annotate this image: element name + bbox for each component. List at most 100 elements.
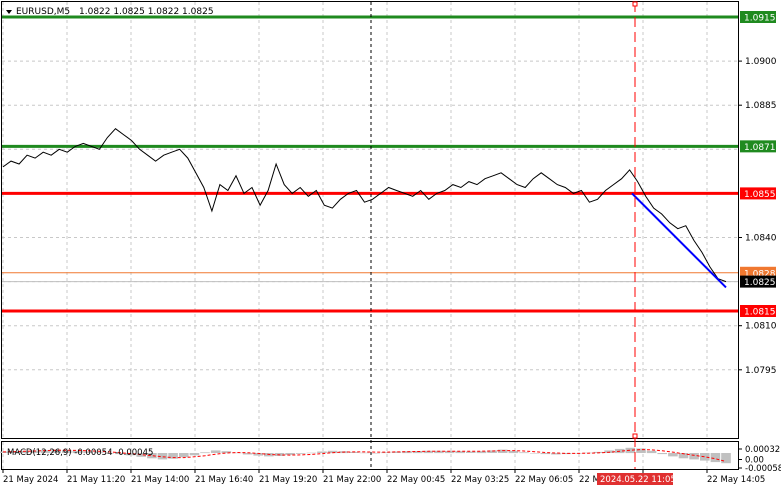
level-label: 1.0915: [744, 14, 776, 24]
macd-bar: [295, 453, 306, 454]
macd-bar: [466, 451, 476, 453]
time-tick-label: 22 May 06:05: [515, 475, 573, 485]
macd-bar: [168, 453, 178, 459]
macd-bar: [561, 453, 572, 455]
macd-bar: [700, 453, 710, 461]
price-series: [2, 128, 727, 289]
macd-bar: [434, 450, 444, 454]
macd-bar: [200, 452, 210, 454]
macd-bar: [179, 453, 189, 458]
macd-bar: [551, 453, 561, 455]
price-tick-label: 1.0840: [745, 234, 777, 244]
macd-tick-label: -0.00058: [745, 464, 781, 474]
event-vline-handle[interactable]: [632, 1, 638, 7]
macd-bar: [285, 453, 295, 455]
price-tick-label: 1.0810: [745, 322, 777, 332]
macd-bar: [529, 453, 540, 454]
trend-line[interactable]: [631, 192, 727, 289]
time-highlight-box: [597, 473, 673, 485]
macd-bar: [72, 450, 83, 454]
chart-header: EURUSD,M5 1.0822 1.0825 1.0822 1.0825: [6, 7, 214, 17]
time-highlight-label: 2024.05.22 11:05: [600, 475, 676, 485]
macd-bar: [232, 452, 242, 454]
macd-bar: [327, 450, 338, 454]
macd-bar: [519, 452, 529, 454]
macd-bar: [157, 453, 168, 460]
time-tick-label: 21 May 11:20: [67, 475, 125, 485]
macd-tick-label: 0.00032: [745, 445, 780, 455]
time-tick-label: 22 M: [579, 475, 600, 485]
price-tick-label: 1.0900: [745, 57, 777, 67]
macd-bar: [40, 450, 51, 453]
macd-bar: [317, 451, 327, 453]
time-tick-label: 21 May 16:40: [195, 475, 253, 485]
macd-bar: [646, 450, 657, 454]
price-line: [2, 128, 727, 283]
macd-bar: [636, 448, 646, 453]
time-tick-label: 21 May 14:00: [131, 475, 189, 485]
macd-bar: [62, 450, 72, 453]
macd-bar: [455, 451, 465, 454]
macd-bar: [391, 451, 402, 453]
macd-bar: [444, 451, 455, 454]
level-label: 1.0828: [744, 269, 776, 279]
macd-bar: [19, 450, 30, 454]
macd-bar: [604, 450, 614, 453]
macd-bar: [242, 453, 253, 455]
level-label-box: [740, 11, 776, 23]
macd-bar: [115, 453, 125, 455]
macd-bar: [349, 451, 359, 453]
price-tick-label: 1.0885: [745, 101, 777, 111]
macd-bar: [189, 453, 200, 456]
level-label: 1.0815: [744, 308, 776, 318]
level-label: 1.0871: [744, 143, 776, 153]
macd-bar: [423, 450, 434, 454]
macd-bar: [359, 452, 370, 454]
price-axis: 1.0900 1.0885 1.0840 1.0810 1.0795: [738, 57, 777, 376]
event-vline-handle[interactable]: [632, 433, 638, 439]
level-label-box: [740, 275, 776, 288]
symbol-timeframe: EURUSD,M5: [16, 7, 70, 17]
macd-bar: [721, 453, 731, 464]
level-label-box: [740, 305, 776, 317]
ohlc-values: 1.0822 1.0825 1.0822 1.0825: [79, 7, 214, 17]
time-tick-label: 22 May 14:05: [707, 475, 765, 485]
macd-label: MACD(12,26,9) -0.00054 -0.00045: [7, 448, 153, 458]
macd-bar: [412, 451, 423, 454]
level-label: 1.0855: [744, 190, 776, 200]
macd-bar: [678, 453, 689, 459]
macd-bar: [210, 450, 221, 453]
macd-bar: [370, 453, 380, 454]
time-tick-label: 21 May 2024: [3, 475, 58, 485]
macd-bar: [136, 453, 146, 457]
price-tick-label: 1.0795: [745, 366, 777, 376]
macd-bar: [30, 450, 40, 453]
macd-bar: [508, 450, 519, 454]
macd-bar: [540, 453, 551, 455]
triangle-down-icon[interactable]: [6, 10, 12, 14]
macd-bar: [104, 453, 115, 454]
macd-bar: [476, 451, 487, 454]
macd-bar: [306, 452, 317, 454]
macd-bar: [147, 453, 157, 459]
macd-bar: [125, 453, 136, 456]
macd-bar: [381, 452, 391, 454]
time-axis: 21 May 2024 21 May 11:20 21 May 14:00 21 Ma…: [2, 469, 765, 485]
macd-bar: [497, 449, 508, 453]
macd-bar: [625, 447, 636, 454]
time-tick-label: 22 May 03:25: [451, 475, 509, 485]
macd-signal-line: [2, 449, 727, 462]
macd-bar: [221, 451, 232, 454]
price-panel[interactable]: [1, 1, 739, 439]
macd-bar: [710, 453, 721, 463]
time-tick-label: 22 May 00:45: [387, 475, 445, 485]
level-label-box: [740, 187, 776, 200]
macd-bar: [487, 450, 497, 453]
macd-bar: [253, 453, 263, 456]
macd-bar: [657, 453, 667, 455]
time-tick-label: 21 May 22:00: [323, 475, 381, 485]
macd-panel[interactable]: [1, 441, 739, 470]
